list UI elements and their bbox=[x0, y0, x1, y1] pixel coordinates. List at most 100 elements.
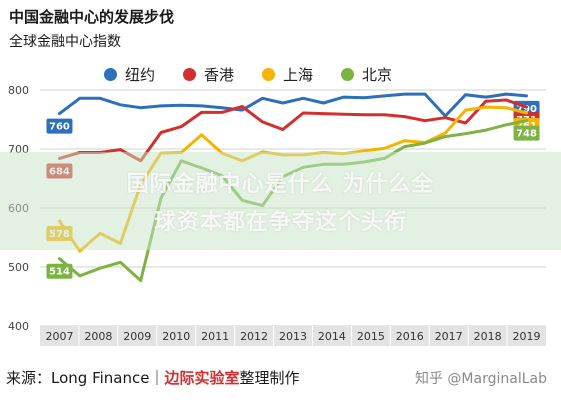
data-point-shanghai-20 bbox=[464, 108, 467, 112]
watermark: 知乎 @MarginalLab bbox=[414, 371, 547, 387]
article-title-line-2: 球资本都在争夺这个头衔 bbox=[153, 210, 407, 235]
data-point-hong-kong-22 bbox=[505, 98, 508, 102]
data-point-hong-kong-12 bbox=[302, 111, 305, 115]
data-point-new-york-13 bbox=[322, 101, 325, 105]
legend-label-beijing: 北京 bbox=[362, 66, 393, 84]
data-point-new-york-15 bbox=[362, 96, 366, 99]
start-label-box-beijing bbox=[46, 263, 73, 279]
data-point-shanghai-7 bbox=[200, 133, 203, 136]
data-point-new-york-0 bbox=[58, 112, 61, 115]
x-tick-label-2013: 2013 bbox=[279, 330, 307, 343]
data-point-new-york-14 bbox=[342, 95, 345, 99]
end-label-box-beijing bbox=[513, 125, 540, 141]
data-point-hong-kong-13 bbox=[322, 112, 325, 115]
legend-swatch-beijing bbox=[341, 68, 355, 81]
article-title-line-1: 国际金融中心是什么 为什么全 bbox=[126, 172, 435, 197]
series-line-new-york bbox=[58, 92, 528, 118]
source-brand: 边际实验室 bbox=[164, 369, 240, 387]
data-point-hong-kong-5 bbox=[159, 131, 163, 134]
data-point-hong-kong-23 bbox=[525, 105, 528, 109]
legend: 纽约 香港 上海 北京 bbox=[104, 64, 392, 85]
x-tick-label-2008: 2008 bbox=[84, 330, 112, 343]
data-point-new-york-5 bbox=[159, 104, 163, 108]
data-point-hong-kong-19 bbox=[444, 116, 447, 119]
source-prefix: 来源：Long Finance｜ bbox=[6, 369, 165, 387]
data-point-beijing-0 bbox=[58, 257, 61, 260]
data-point-hong-kong-16 bbox=[383, 113, 386, 117]
data-point-new-york-9 bbox=[241, 108, 244, 112]
x-tick-label-2019: 2019 bbox=[513, 330, 541, 343]
data-point-hong-kong-17 bbox=[403, 115, 406, 118]
data-point-new-york-17 bbox=[403, 92, 406, 96]
source-suffix: 整理制作 bbox=[239, 369, 300, 387]
data-point-new-york-23 bbox=[525, 94, 528, 98]
data-point-beijing-2 bbox=[98, 267, 102, 270]
data-point-new-york-16 bbox=[383, 94, 386, 98]
legend-item-hong-kong: 香港 bbox=[183, 64, 234, 85]
end-value-label-beijing: 748 bbox=[516, 129, 537, 140]
legend-label-hong-kong: 香港 bbox=[204, 66, 235, 84]
data-point-new-york-8 bbox=[220, 106, 224, 109]
data-point-hong-kong-10 bbox=[261, 120, 264, 124]
x-tick-label-2017: 2017 bbox=[435, 330, 463, 343]
data-point-shanghai-19 bbox=[444, 131, 447, 135]
data-point-hong-kong-3 bbox=[119, 148, 122, 151]
data-point-shanghai-16 bbox=[383, 147, 386, 150]
data-point-beijing-23 bbox=[525, 119, 528, 122]
data-point-beijing-21 bbox=[484, 128, 488, 132]
data-point-new-york-22 bbox=[505, 92, 508, 96]
data-point-new-york-2 bbox=[98, 97, 102, 100]
data-point-new-york-12 bbox=[302, 97, 305, 100]
data-point-beijing-19 bbox=[444, 135, 447, 138]
data-point-new-york-11 bbox=[281, 101, 284, 105]
y-tick-label-800: 800 bbox=[8, 84, 29, 97]
data-point-beijing-20 bbox=[464, 132, 467, 135]
data-point-new-york-10 bbox=[261, 97, 264, 100]
data-point-beijing-4 bbox=[139, 279, 142, 282]
data-point-new-york-1 bbox=[78, 97, 82, 100]
data-point-hong-kong-18 bbox=[423, 119, 427, 122]
data-point-hong-kong-8 bbox=[220, 111, 224, 114]
data-point-beijing-3 bbox=[119, 261, 122, 264]
data-point-shanghai-15 bbox=[362, 149, 366, 152]
data-point-shanghai-22 bbox=[505, 106, 508, 109]
y-tick-label-500: 500 bbox=[8, 261, 29, 274]
chart-subtitle: 全球金融中心指数 bbox=[9, 34, 121, 50]
data-point-hong-kong-6 bbox=[180, 125, 183, 128]
x-tick-label-2010: 2010 bbox=[162, 330, 190, 343]
data-point-hong-kong-15 bbox=[362, 113, 366, 117]
data-point-beijing-18 bbox=[423, 141, 427, 145]
data-point-beijing-17 bbox=[403, 145, 406, 148]
x-tick-label-2012: 2012 bbox=[240, 330, 268, 343]
start-value-label-new-york: 760 bbox=[49, 122, 70, 133]
data-point-new-york-4 bbox=[139, 106, 142, 109]
chart-title: 中国金融中心的发展步伐 bbox=[9, 8, 175, 26]
source-credit: 来源：Long Finance｜边际实验室整理制作 bbox=[6, 367, 299, 388]
x-tick-label-2018: 2018 bbox=[474, 330, 502, 343]
data-point-beijing-1 bbox=[78, 274, 82, 278]
x-tick-label-2011: 2011 bbox=[201, 330, 229, 343]
x-tick-label-2009: 2009 bbox=[123, 330, 151, 343]
legend-swatch-new-york bbox=[104, 68, 117, 81]
data-point-shanghai-17 bbox=[403, 139, 406, 142]
data-point-new-york-21 bbox=[484, 95, 488, 99]
x-tick-label-2015: 2015 bbox=[357, 330, 385, 343]
data-point-hong-kong-7 bbox=[200, 111, 203, 114]
data-point-hong-kong-21 bbox=[484, 100, 488, 103]
data-point-new-york-6 bbox=[180, 104, 183, 107]
x-tick-label-2007: 2007 bbox=[45, 330, 73, 343]
y-tick-label-400: 400 bbox=[8, 320, 29, 333]
legend-item-shanghai: 上海 bbox=[262, 64, 313, 85]
data-point-new-york-3 bbox=[119, 103, 122, 107]
legend-label-new-york: 纽约 bbox=[125, 66, 156, 84]
data-point-shanghai-21 bbox=[484, 105, 488, 109]
x-tick-label-2016: 2016 bbox=[396, 330, 424, 343]
legend-item-beijing: 北京 bbox=[341, 64, 392, 85]
data-point-new-york-20 bbox=[464, 93, 467, 96]
start-label-box-new-york bbox=[46, 118, 73, 134]
data-point-shanghai-23 bbox=[525, 111, 528, 115]
legend-swatch-shanghai bbox=[262, 68, 276, 81]
x-tick-label-2014: 2014 bbox=[318, 330, 346, 343]
data-point-hong-kong-11 bbox=[281, 128, 284, 131]
